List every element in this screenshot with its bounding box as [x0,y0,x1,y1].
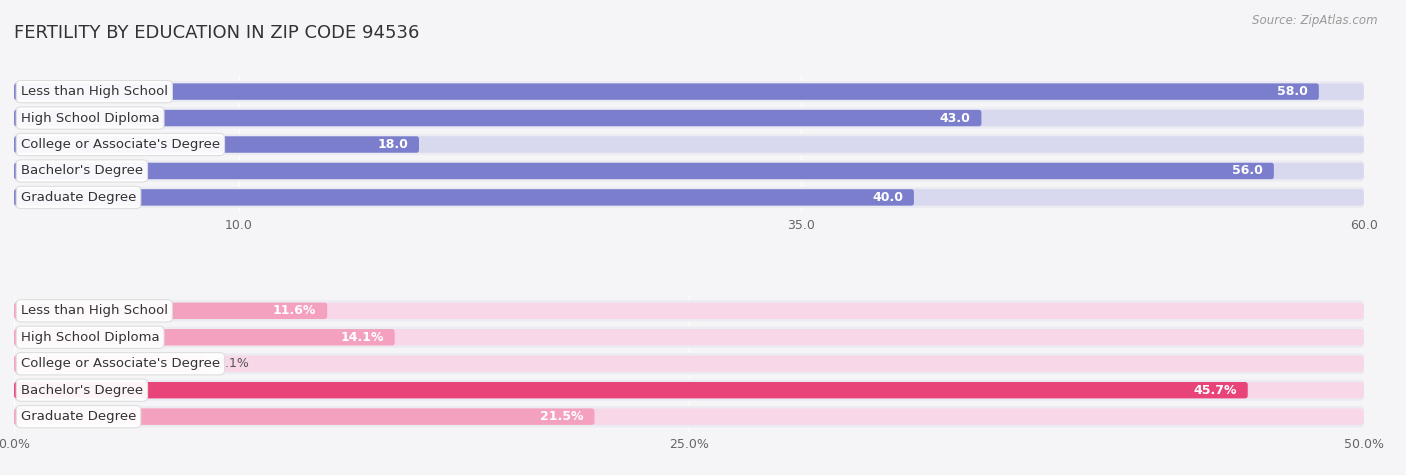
Text: Less than High School: Less than High School [21,85,167,98]
Text: High School Diploma: High School Diploma [21,331,159,344]
Text: 45.7%: 45.7% [1194,384,1237,397]
Text: 58.0: 58.0 [1277,85,1308,98]
FancyBboxPatch shape [14,84,1364,100]
FancyBboxPatch shape [14,380,1364,401]
Text: 40.0: 40.0 [872,191,903,204]
Text: Graduate Degree: Graduate Degree [21,191,136,204]
Text: 56.0: 56.0 [1232,164,1263,178]
FancyBboxPatch shape [14,187,1364,208]
FancyBboxPatch shape [14,382,1247,399]
FancyBboxPatch shape [14,163,1364,179]
FancyBboxPatch shape [14,136,1364,152]
FancyBboxPatch shape [14,408,595,425]
FancyBboxPatch shape [14,189,1364,206]
FancyBboxPatch shape [14,327,1364,348]
Text: Bachelor's Degree: Bachelor's Degree [21,384,143,397]
Text: 11.6%: 11.6% [273,304,316,317]
Text: College or Associate's Degree: College or Associate's Degree [21,357,219,370]
FancyBboxPatch shape [14,303,1364,319]
Text: Source: ZipAtlas.com: Source: ZipAtlas.com [1253,14,1378,27]
FancyBboxPatch shape [14,107,1364,129]
FancyBboxPatch shape [14,134,1364,155]
FancyBboxPatch shape [14,300,1364,322]
FancyBboxPatch shape [14,110,981,126]
Text: 14.1%: 14.1% [340,331,384,344]
Text: Bachelor's Degree: Bachelor's Degree [21,164,143,178]
FancyBboxPatch shape [14,382,1364,399]
FancyBboxPatch shape [14,356,205,372]
FancyBboxPatch shape [14,406,1364,427]
Text: 43.0: 43.0 [939,112,970,124]
FancyBboxPatch shape [14,329,395,345]
FancyBboxPatch shape [14,408,1364,425]
FancyBboxPatch shape [14,110,1364,126]
FancyBboxPatch shape [14,353,1364,374]
FancyBboxPatch shape [14,136,419,152]
Text: 7.1%: 7.1% [217,357,249,370]
Text: 18.0: 18.0 [377,138,408,151]
FancyBboxPatch shape [14,303,328,319]
FancyBboxPatch shape [14,356,1364,372]
Text: Less than High School: Less than High School [21,304,167,317]
FancyBboxPatch shape [14,81,1364,102]
FancyBboxPatch shape [14,329,1364,345]
FancyBboxPatch shape [14,161,1364,181]
FancyBboxPatch shape [14,84,1319,100]
Text: High School Diploma: High School Diploma [21,112,159,124]
Text: College or Associate's Degree: College or Associate's Degree [21,138,219,151]
Text: FERTILITY BY EDUCATION IN ZIP CODE 94536: FERTILITY BY EDUCATION IN ZIP CODE 94536 [14,24,419,42]
FancyBboxPatch shape [14,189,914,206]
Text: 21.5%: 21.5% [540,410,583,423]
FancyBboxPatch shape [14,163,1274,179]
Text: Graduate Degree: Graduate Degree [21,410,136,423]
